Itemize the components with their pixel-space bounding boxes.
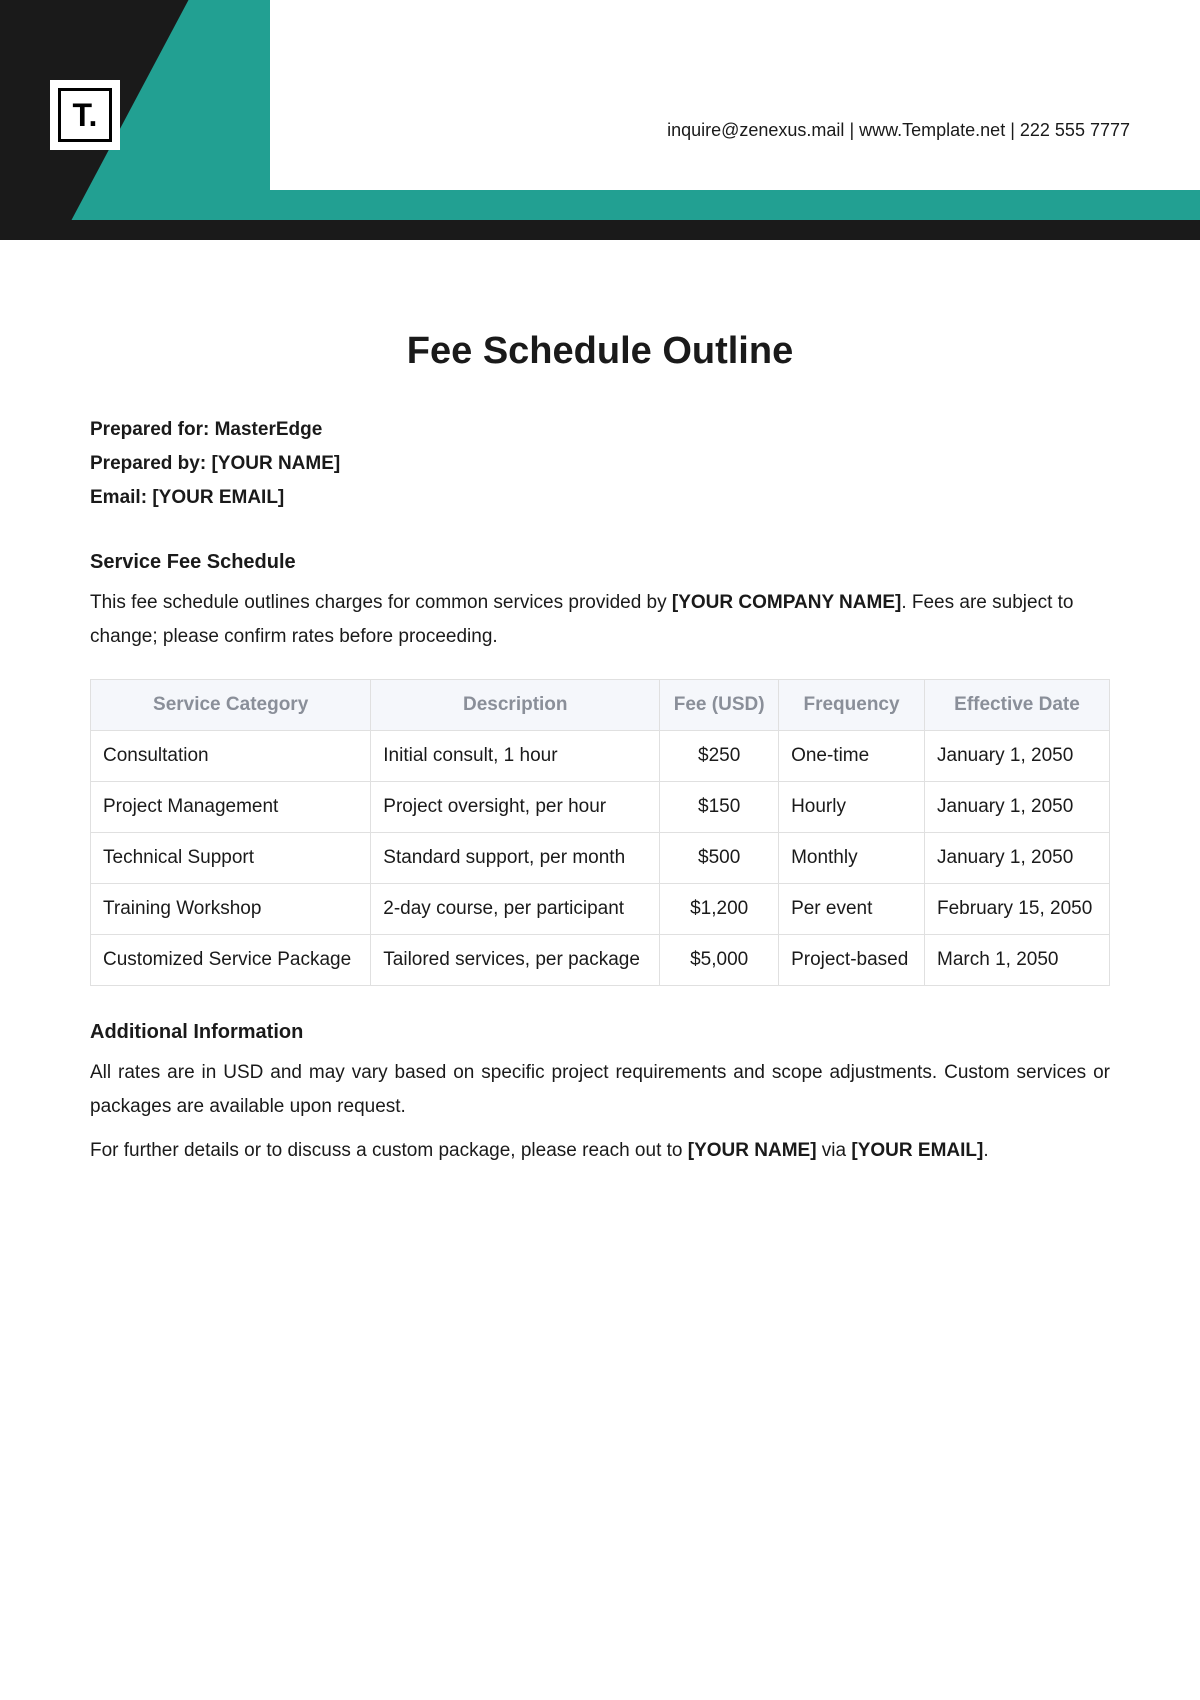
cell-date: January 1, 2050	[925, 730, 1110, 781]
col-frequency: Frequency	[779, 679, 925, 730]
fee-table: Service Category Description Fee (USD) F…	[90, 679, 1110, 986]
intro-prefix: This fee schedule outlines charges for c…	[90, 592, 672, 613]
para2-mid: via	[817, 1140, 852, 1161]
fee-table-body: Consultation Initial consult, 1 hour $25…	[91, 730, 1110, 985]
intro-company: [YOUR COMPANY NAME]	[672, 592, 901, 613]
cell-fee: $5,000	[660, 934, 779, 985]
header-contact: inquire@zenexus.mail | www.Template.net …	[667, 120, 1130, 141]
col-description: Description	[371, 679, 660, 730]
contact-separator: |	[844, 120, 859, 140]
cell-description: Project oversight, per hour	[371, 781, 660, 832]
cell-category: Customized Service Package	[91, 934, 371, 985]
cell-fee: $150	[660, 781, 779, 832]
col-effective-date: Effective Date	[925, 679, 1110, 730]
prepared-for-line: Prepared for: MasterEdge	[90, 413, 1110, 447]
document-body: Fee Schedule Outline Prepared for: Maste…	[0, 240, 1200, 1229]
para2-suffix: .	[983, 1140, 988, 1161]
table-row: Training Workshop 2-day course, per part…	[91, 883, 1110, 934]
cell-frequency: Project-based	[779, 934, 925, 985]
logo: T.	[50, 80, 120, 150]
cell-fee: $500	[660, 832, 779, 883]
schedule-intro: This fee schedule outlines charges for c…	[90, 586, 1110, 654]
prepared-by-line: Prepared by: [YOUR NAME]	[90, 447, 1110, 481]
page-title: Fee Schedule Outline	[90, 330, 1110, 373]
cell-frequency: Monthly	[779, 832, 925, 883]
prepared-by-label: Prepared by:	[90, 453, 211, 474]
page-header: T. inquire@zenexus.mail | www.Template.n…	[0, 0, 1200, 240]
email-label: Email:	[90, 487, 152, 508]
additional-para1: All rates are in USD and may vary based …	[90, 1056, 1110, 1124]
col-fee: Fee (USD)	[660, 679, 779, 730]
cell-fee: $250	[660, 730, 779, 781]
cell-description: Tailored services, per package	[371, 934, 660, 985]
table-row: Consultation Initial consult, 1 hour $25…	[91, 730, 1110, 781]
cell-frequency: Hourly	[779, 781, 925, 832]
table-row: Technical Support Standard support, per …	[91, 832, 1110, 883]
para2-name: [YOUR NAME]	[688, 1140, 817, 1161]
logo-text: T.	[58, 88, 112, 142]
col-service-category: Service Category	[91, 679, 371, 730]
prepared-by-value: [YOUR NAME]	[211, 453, 340, 474]
cell-frequency: Per event	[779, 883, 925, 934]
email-value: [YOUR EMAIL]	[152, 487, 284, 508]
cell-description: Initial consult, 1 hour	[371, 730, 660, 781]
document-page: T. inquire@zenexus.mail | www.Template.n…	[0, 0, 1200, 1700]
cell-category: Technical Support	[91, 832, 371, 883]
contact-separator: |	[1005, 120, 1020, 140]
table-row: Customized Service Package Tailored serv…	[91, 934, 1110, 985]
contact-email: inquire@zenexus.mail	[667, 120, 844, 140]
additional-heading: Additional Information	[90, 1021, 1110, 1044]
contact-website: www.Template.net	[859, 120, 1005, 140]
table-header-row: Service Category Description Fee (USD) F…	[91, 679, 1110, 730]
table-row: Project Management Project oversight, pe…	[91, 781, 1110, 832]
cell-date: February 15, 2050	[925, 883, 1110, 934]
cell-category: Project Management	[91, 781, 371, 832]
prepared-for-value: MasterEdge	[215, 419, 323, 440]
cell-fee: $1,200	[660, 883, 779, 934]
cell-category: Training Workshop	[91, 883, 371, 934]
header-accent-bar	[240, 190, 1200, 220]
cell-description: Standard support, per month	[371, 832, 660, 883]
email-line: Email: [YOUR EMAIL]	[90, 481, 1110, 515]
contact-phone: 222 555 7777	[1020, 120, 1130, 140]
schedule-heading: Service Fee Schedule	[90, 551, 1110, 574]
cell-date: March 1, 2050	[925, 934, 1110, 985]
cell-date: January 1, 2050	[925, 832, 1110, 883]
cell-category: Consultation	[91, 730, 371, 781]
cell-date: January 1, 2050	[925, 781, 1110, 832]
cell-frequency: One-time	[779, 730, 925, 781]
para2-prefix: For further details or to discuss a cust…	[90, 1140, 688, 1161]
header-white-panel	[270, 0, 1200, 190]
para2-email: [YOUR EMAIL]	[851, 1140, 983, 1161]
prepared-for-label: Prepared for:	[90, 419, 215, 440]
additional-para2: For further details or to discuss a cust…	[90, 1134, 1110, 1168]
cell-description: 2-day course, per participant	[371, 883, 660, 934]
